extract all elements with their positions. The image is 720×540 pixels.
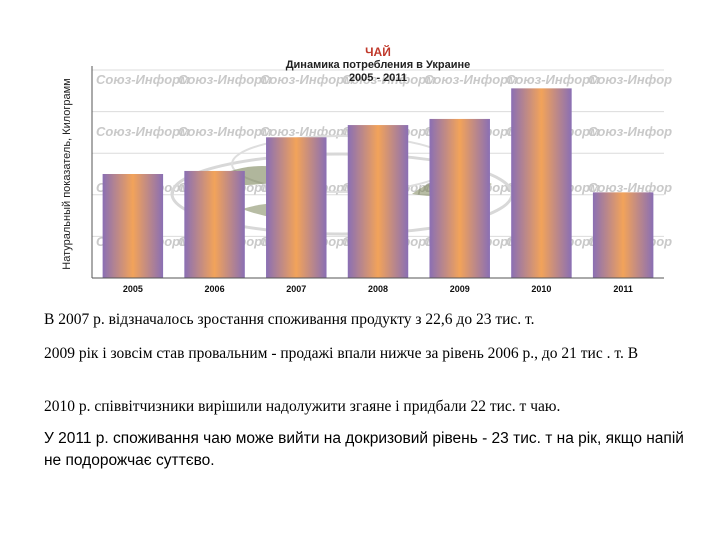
- watermark-text: Союз-Информ: [588, 180, 672, 195]
- paragraph-2010: 2010 р. співвітчизники вирішили надолужи…: [44, 398, 561, 415]
- watermark-text: Союз-Информ: [342, 72, 436, 87]
- tea-consumption-chart: Союз-Информ Союз-Информ Союз-Информ Союз-Ин…: [52, 44, 672, 300]
- watermark-text: Союз-Информ: [260, 72, 354, 87]
- x-tick-label: 2011: [613, 284, 633, 294]
- x-tick-label: 2009: [450, 284, 470, 294]
- bar-2005: [102, 174, 164, 278]
- bar-2006: [184, 170, 245, 278]
- x-tick-label: 2007: [286, 284, 306, 294]
- bars: [102, 88, 654, 278]
- bar-2007: [266, 137, 327, 278]
- watermark-text: Союз-Информ: [96, 124, 190, 139]
- watermark-text: Союз-Информ: [178, 124, 272, 139]
- x-tick-label: 2005: [123, 284, 143, 294]
- watermark-text: Союз-Информ: [588, 124, 672, 139]
- watermark-text: Союз-Информ: [96, 72, 190, 87]
- x-tick-label: 2010: [531, 284, 551, 294]
- bar-2010: [511, 88, 572, 278]
- chart-period: 2005 - 2011: [349, 72, 407, 84]
- watermark-text: Союз-Информ: [588, 72, 672, 87]
- paragraph-2011: У 2011 р. споживання чаю може вийти на д…: [44, 430, 684, 469]
- bar-2011: [592, 192, 654, 278]
- paragraph-2007: В 2007 р. відзначалось зростання спожива…: [44, 311, 535, 328]
- bar-2008: [347, 125, 409, 278]
- chart-svg: Союз-ИнформСоюз-ИнформСоюз-ИнформСоюз-Ин…: [61, 44, 672, 294]
- chart-subtitle: Динамика потребления в Украине: [286, 59, 471, 71]
- axes: [91, 66, 664, 279]
- watermark-text: Союз-Информ: [424, 72, 518, 87]
- chart-title: ЧАЙ: [365, 44, 391, 59]
- watermark-text: Союз-Информ: [178, 72, 272, 87]
- y-axis-label: Натуральный показатель, Килограмм: [61, 78, 73, 269]
- watermark-text: Союз-Информ: [506, 72, 600, 87]
- x-tick-label: 2008: [368, 284, 388, 294]
- bar-2009: [429, 118, 490, 278]
- x-tick-label: 2006: [205, 284, 225, 294]
- paragraph-2009: 2009 рік і зовсім став провальним - прод…: [44, 345, 639, 362]
- x-tick-labels: 2005 2006 2007 2008 2009 2010 2011: [123, 284, 633, 294]
